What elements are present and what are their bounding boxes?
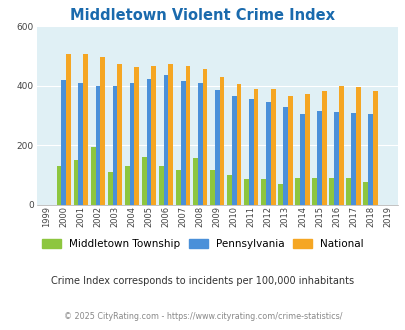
Bar — [287, 96, 292, 205]
Bar — [265, 102, 270, 205]
Bar — [129, 83, 134, 205]
Bar — [260, 180, 265, 205]
Bar — [236, 84, 241, 205]
Bar — [321, 91, 326, 205]
Bar — [61, 80, 66, 205]
Bar — [282, 107, 287, 205]
Bar — [311, 178, 316, 205]
Bar — [175, 170, 180, 205]
Bar — [83, 54, 88, 205]
Bar — [158, 166, 163, 205]
Bar — [66, 54, 71, 205]
Bar — [74, 160, 78, 205]
Bar — [192, 158, 197, 205]
Bar — [180, 81, 185, 205]
Bar — [338, 86, 343, 205]
Bar — [112, 86, 117, 205]
Bar — [146, 79, 151, 205]
Bar — [231, 96, 236, 205]
Bar — [185, 67, 190, 205]
Bar — [333, 112, 338, 205]
Bar — [117, 64, 122, 205]
Bar — [214, 90, 219, 205]
Text: Crime Index corresponds to incidents per 100,000 inhabitants: Crime Index corresponds to incidents per… — [51, 276, 354, 285]
Bar — [95, 86, 100, 205]
Bar — [124, 166, 129, 205]
Bar — [209, 170, 214, 205]
Bar — [151, 66, 156, 205]
Bar — [134, 67, 139, 205]
Bar — [316, 111, 321, 205]
Bar — [294, 178, 299, 205]
Bar — [277, 184, 282, 205]
Bar — [328, 179, 333, 205]
Bar — [299, 114, 304, 205]
Bar — [57, 166, 61, 205]
Bar — [163, 75, 168, 205]
Bar — [197, 83, 202, 205]
Bar — [350, 113, 355, 205]
Bar — [226, 175, 231, 205]
Bar — [107, 172, 112, 205]
Bar — [78, 83, 83, 205]
Bar — [367, 114, 372, 205]
Bar — [304, 93, 309, 205]
Bar — [243, 180, 248, 205]
Bar — [168, 64, 173, 205]
Bar — [345, 178, 350, 205]
Bar — [202, 69, 207, 205]
Bar — [90, 147, 95, 205]
Text: © 2025 CityRating.com - https://www.cityrating.com/crime-statistics/: © 2025 CityRating.com - https://www.city… — [64, 312, 341, 321]
Bar — [248, 99, 253, 205]
Bar — [141, 157, 146, 205]
Bar — [270, 89, 275, 205]
Bar — [219, 78, 224, 205]
Bar — [362, 182, 367, 205]
Bar — [372, 91, 377, 205]
Text: Middletown Violent Crime Index: Middletown Violent Crime Index — [70, 8, 335, 23]
Bar — [253, 89, 258, 205]
Bar — [355, 87, 360, 205]
Legend: Middletown Township, Pennsylvania, National: Middletown Township, Pennsylvania, Natio… — [42, 239, 363, 249]
Bar — [100, 57, 105, 205]
